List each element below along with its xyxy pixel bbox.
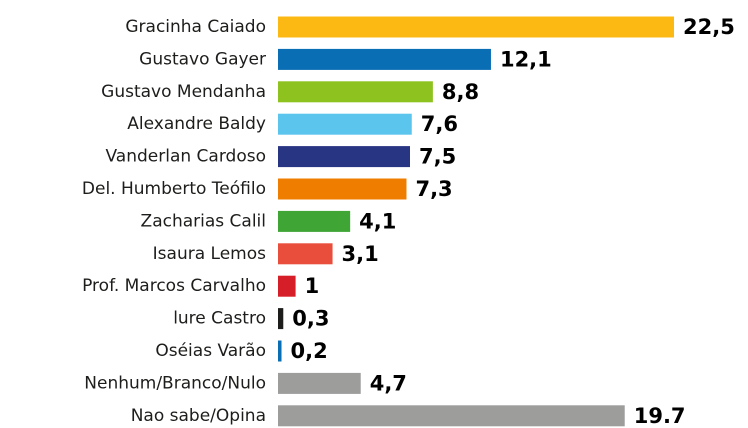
bar bbox=[278, 16, 674, 38]
category-label: Del. Humberto Teófilo bbox=[82, 179, 266, 199]
bar bbox=[278, 178, 407, 200]
value-label: 7,5 bbox=[419, 145, 456, 169]
value-label: 0,2 bbox=[291, 339, 328, 363]
value-label: 8,8 bbox=[442, 80, 479, 104]
category-label: Alexandre Baldy bbox=[127, 114, 266, 134]
value-label: 22,5 bbox=[683, 15, 735, 39]
bar bbox=[278, 48, 491, 70]
category-label: Nao sabe/Opina bbox=[131, 406, 266, 426]
value-label: 4,1 bbox=[359, 209, 396, 233]
value-label: 12,1 bbox=[500, 47, 552, 71]
bar bbox=[278, 243, 333, 265]
category-label: Prof. Marcos Carvalho bbox=[82, 276, 266, 296]
value-label: 0,3 bbox=[292, 307, 329, 331]
bar bbox=[278, 113, 412, 135]
bar bbox=[278, 308, 284, 330]
bar bbox=[278, 81, 433, 103]
category-label: Isaura Lemos bbox=[153, 244, 266, 264]
category-label: Gracinha Caiado bbox=[125, 17, 266, 37]
category-label: lure Castro bbox=[173, 309, 266, 329]
category-label: Gustavo Mendanha bbox=[101, 82, 266, 102]
category-label: Oséias Varão bbox=[155, 341, 266, 361]
value-label: 19.7 bbox=[634, 404, 686, 428]
value-label: 7,6 bbox=[421, 112, 458, 136]
bar bbox=[278, 372, 361, 394]
bar bbox=[278, 405, 625, 427]
value-label: 1 bbox=[305, 274, 320, 298]
bar bbox=[278, 275, 296, 297]
value-label: 7,3 bbox=[415, 177, 452, 201]
value-label: 4,7 bbox=[370, 371, 407, 395]
category-label: Vanderlan Cardoso bbox=[106, 147, 267, 167]
bar bbox=[278, 146, 410, 168]
value-label: 3,1 bbox=[342, 242, 379, 266]
category-label: Zacharias Calil bbox=[141, 211, 266, 231]
category-label: Gustavo Gayer bbox=[139, 49, 266, 69]
bar bbox=[278, 340, 282, 362]
category-label: Nenhum/Branco/Nulo bbox=[84, 373, 266, 393]
bar bbox=[278, 210, 351, 232]
